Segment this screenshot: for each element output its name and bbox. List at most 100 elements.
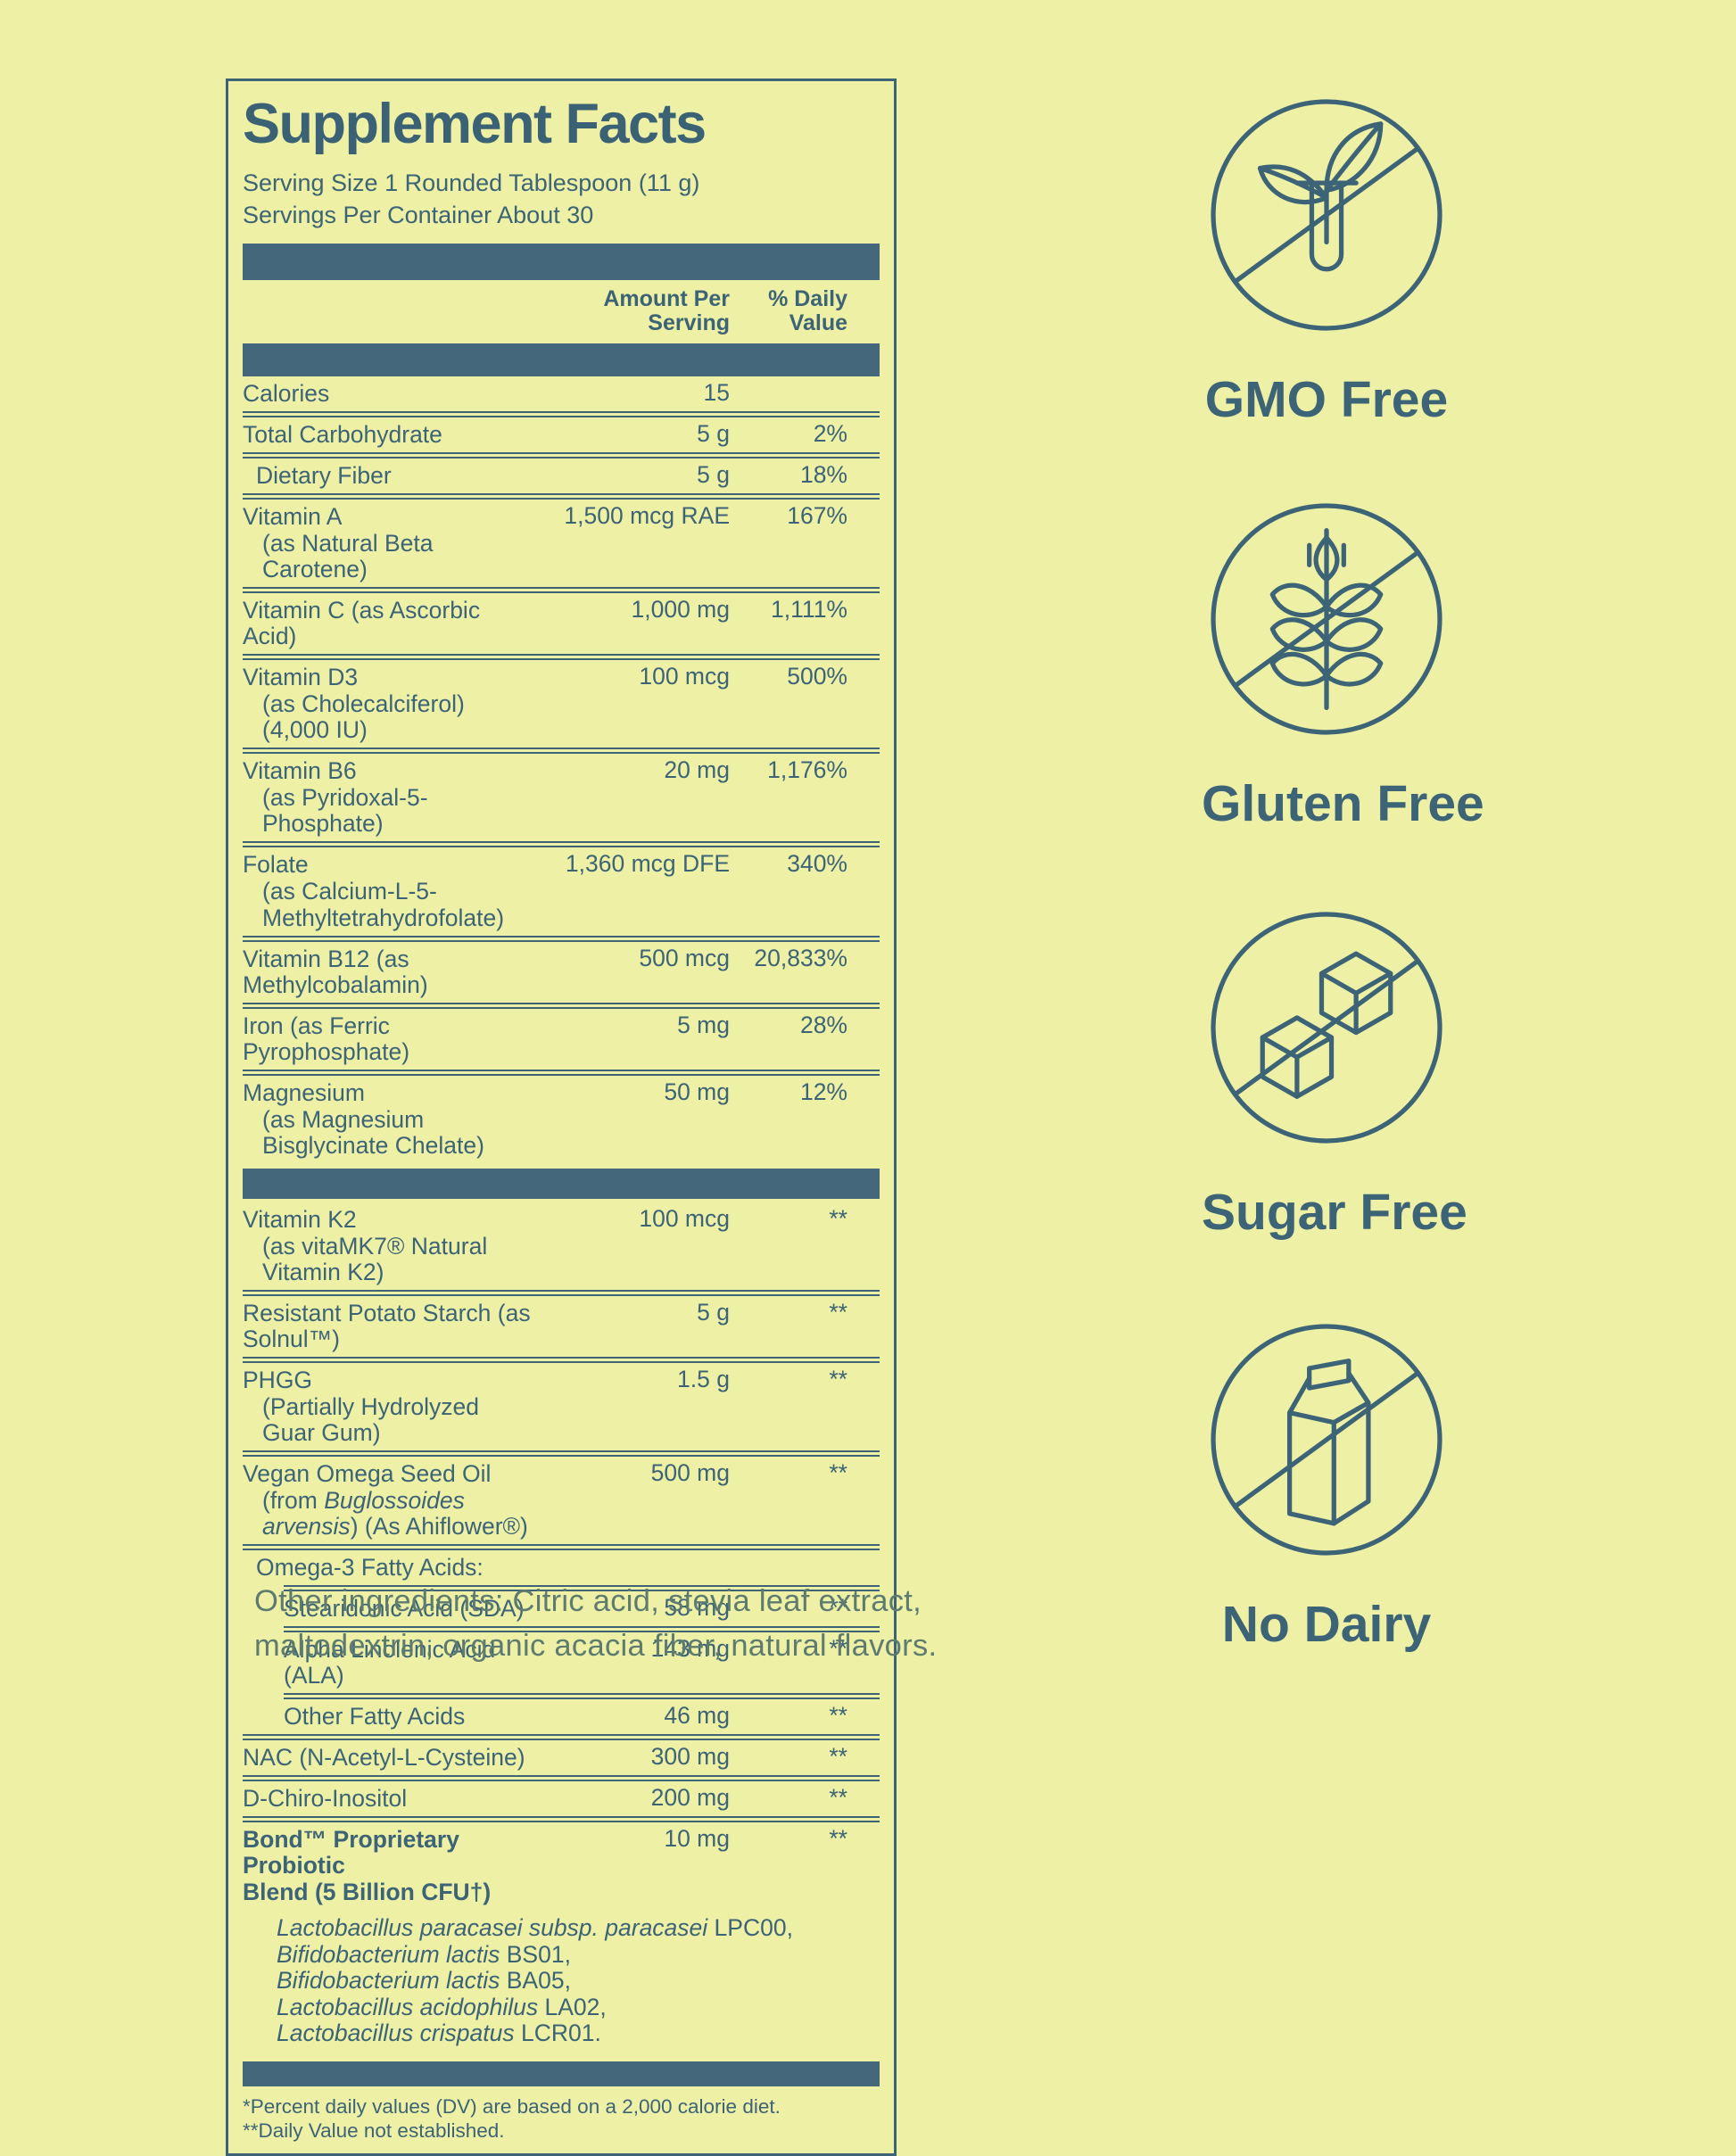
daily-value: ** <box>829 1459 847 1486</box>
strain-line: Lactobacillus acidophilus LA02, <box>277 1993 607 2020</box>
strain-line: Bifidobacterium lactis BA05, <box>277 1967 571 1994</box>
table-row: Alpha Linolenic Acid (ALA) 143 mg ** <box>243 1632 880 1693</box>
daily-value: ** <box>829 1825 847 1852</box>
table-row: Stearidonic Acid (SDA) 58 mg ** <box>243 1591 880 1626</box>
nutrient-name: Alpha Linolenic Acid (ALA) <box>284 1636 496 1689</box>
daily-value: 28% <box>799 1012 847 1038</box>
daily-value: ** <box>829 1702 847 1729</box>
daily-value: 1,111% <box>771 596 847 623</box>
amount-per-serving: 20 mg <box>664 756 730 783</box>
amount-per-serving: 58 mg <box>664 1594 730 1621</box>
daily-value-header: % Daily Value <box>768 286 847 335</box>
amount-per-serving: 5 g <box>697 420 730 447</box>
daily-value: ** <box>829 1299 847 1326</box>
nutrient-name: Vegan Omega Seed Oil (from Buglossoides a… <box>243 1460 528 1540</box>
footnote-dv: *Percent daily values (DV) are based on … <box>243 2094 781 2118</box>
table-row: Dietary Fiber 5 g 18% <box>243 458 880 500</box>
gmo-free-icon <box>1211 99 1443 331</box>
amount-per-serving: 143 mg <box>650 1635 730 1662</box>
daily-value: 20,833% <box>754 945 847 971</box>
daily-value: ** <box>829 1784 847 1811</box>
amount-per-serving: 15 <box>703 379 730 406</box>
table-row: Folate (as Calcium-L-5- Methyltetrahydrofo… <box>243 847 880 942</box>
badge-label: Sugar Free <box>1202 1184 1467 1241</box>
nutrient-name: Vitamin B12 (as Methylcobalamin) <box>243 946 428 998</box>
section-bar-header <box>243 343 880 376</box>
badge-label: Gluten Free <box>1202 775 1484 832</box>
amount-per-serving: 5 mg <box>677 1012 730 1038</box>
daily-value: 12% <box>799 1078 847 1105</box>
amount-per-serving: 100 mcg <box>639 663 730 690</box>
table-row: Magnesium (as Magnesium Bisglycinate Chel… <box>243 1076 880 1163</box>
nutrient-name: Vitamin K2 (as vitaMK7® Natural Vitamin K… <box>243 1206 488 1285</box>
other-ingredients: Other ingredients: Citric acid, stevia l… <box>254 1584 938 1663</box>
section-bar-mid <box>243 1169 880 1199</box>
nutrient-name: Resistant Potato Starch (as Solnul™) <box>243 1300 531 1352</box>
table-row: Calories 15 <box>243 376 880 417</box>
indented-separator <box>284 1626 880 1632</box>
nutrient-name: Total Carbohydrate <box>243 421 442 448</box>
daily-value: ** <box>829 1594 847 1621</box>
table-row: Vitamin B12 (as Methylcobalamin) 500 mcg 2… <box>243 942 880 1009</box>
footnotes: *Percent daily values (DV) are based on … <box>243 2086 880 2153</box>
strain-line: Bifidobacterium lactis BS01, <box>277 1940 571 1968</box>
badge-label: GMO Free <box>1204 371 1449 428</box>
badge-gmo-free: GMO Free <box>1202 92 1451 429</box>
nutrient-name: Stearidonic Acid (SDA) <box>284 1595 525 1622</box>
gluten-free-icon <box>1211 503 1443 735</box>
probiotic-strains: Lactobacillus paracasei subsp. paracasei… <box>243 1910 880 2056</box>
section-bar-top <box>243 244 880 280</box>
table-row: Vitamin D3 (as Cholecalciferol) (4,000 IU… <box>243 660 880 754</box>
nutrient-name: Other Fatty Acids <box>284 1703 466 1730</box>
amount-per-serving: 46 mg <box>664 1702 730 1729</box>
indented-separator <box>284 1585 880 1591</box>
daily-value: 2% <box>813 420 847 447</box>
daily-value: 500% <box>787 663 847 690</box>
nutrient-name: Magnesium (as Magnesium Bisglycinate Chel… <box>243 1079 484 1159</box>
daily-value: 1,176% <box>767 756 847 783</box>
indented-separator <box>284 1693 880 1699</box>
table-row: Total Carbohydrate 5 g 2% <box>243 417 880 458</box>
nutrient-name: D-Chiro-Inositol <box>243 1785 408 1812</box>
supplement-facts-panel: Supplement Facts Serving Size 1 Rounded … <box>226 78 897 2156</box>
daily-value: 340% <box>787 850 847 877</box>
table-row: Vitamin C (as Ascorbic Acid) 1,000 mg 1,11… <box>243 593 880 660</box>
table-row: Other Fatty Acids 46 mg ** <box>243 1699 880 1740</box>
table-row: NAC (N-Acetyl-L-Cysteine) 300 mg ** <box>243 1740 880 1781</box>
nutrient-name: Iron (as Ferric Pyrophosphate) <box>243 1012 410 1065</box>
amount-per-serving: 1.5 g <box>677 1366 730 1392</box>
badge-no-dairy: No Dairy <box>1202 1317 1451 1654</box>
strain-line: Lactobacillus crispatus LCR01. <box>277 2020 601 2046</box>
table-row: Resistant Potato Starch (as Solnul™) 5 g *… <box>243 1296 880 1363</box>
amount-per-serving: 5 g <box>697 461 730 488</box>
nutrient-name: Vitamin C (as Ascorbic Acid) <box>243 597 481 649</box>
servings-per-container: Servings Per Container About 30 <box>243 202 594 228</box>
serving-size: Serving Size 1 Rounded Tablespoon (11 g) <box>243 169 700 196</box>
footnote-not-established: **Daily Value not established. <box>243 2119 505 2142</box>
amount-per-serving: 500 mg <box>650 1459 730 1486</box>
column-headers: Amount Per Serving % Daily Value <box>243 280 880 343</box>
table-row: Vitamin B6 (as Pyridoxal-5-Phosphate) 20 m… <box>243 754 880 847</box>
amount-per-serving: 1,360 mcg DFE <box>565 850 730 877</box>
table-row: Vitamin K2 (as vitaMK7® Natural Vitamin K… <box>243 1202 880 1296</box>
table-row: Bond™ Proprietary Probiotic Blend (5 Bill… <box>243 1822 880 1910</box>
amount-per-serving: 200 mg <box>650 1784 730 1811</box>
nutrient-name: Folate (as Calcium-L-5- Methyltetrahydrofo… <box>243 851 505 931</box>
daily-value: ** <box>829 1743 847 1770</box>
badge-label: No Dairy <box>1221 1596 1432 1653</box>
nutrient-name: Bond™ Proprietary Probiotic Blend (5 Bill… <box>243 1826 492 1905</box>
amount-per-serving: 50 mg <box>664 1078 730 1105</box>
nutrient-name: PHGG (Partially Hydrolyzed Guar Gum) <box>243 1367 479 1446</box>
amount-per-serving: 1,000 mg <box>631 596 731 623</box>
amount-per-serving: 500 mcg <box>639 945 730 971</box>
section-bar-bottom <box>243 2061 880 2086</box>
amount-per-serving: 100 mcg <box>639 1205 730 1232</box>
nutrient-name: Dietary Fiber <box>256 462 392 489</box>
amount-per-serving-header: Amount Per Serving <box>603 286 730 335</box>
table-row: PHGG (Partially Hydrolyzed Guar Gum) 1.5 g… <box>243 1363 880 1457</box>
table-row: Iron (as Ferric Pyrophosphate) 5 mg 28% <box>243 1009 880 1076</box>
badge-sugar-free: Sugar Free <box>1202 905 1467 1242</box>
panel-title: Supplement Facts <box>243 93 707 155</box>
facts-rows: Calories 15 Total Carbohydrate 5 g 2% Dietary… <box>243 376 880 1910</box>
nutrient-name: Vitamin B6 (as Pyridoxal-5-Phosphate) <box>243 757 428 837</box>
